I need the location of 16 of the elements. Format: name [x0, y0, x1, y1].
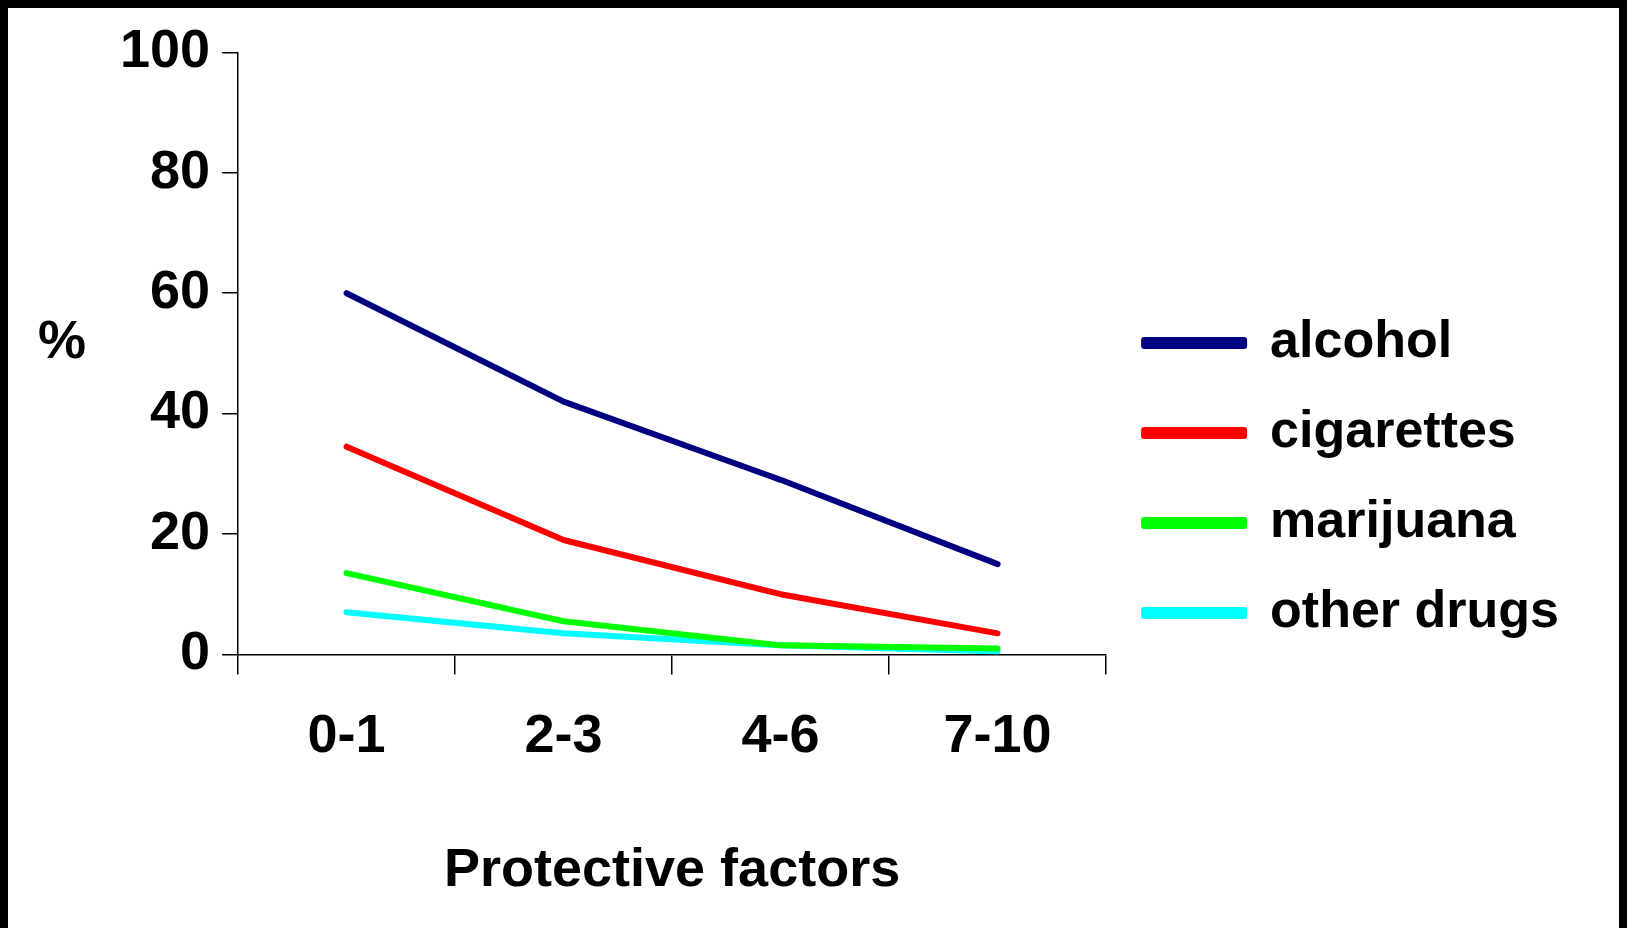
legend-label: marijuana — [1270, 490, 1517, 549]
y-tick-label: 80 — [150, 138, 211, 199]
x-axis-title: Protective factors — [444, 837, 901, 898]
x-tick-label: 4-6 — [741, 702, 820, 763]
x-tick-label: 2-3 — [524, 702, 603, 763]
y-tick-label: 60 — [150, 259, 211, 320]
legend-label: cigarettes — [1270, 400, 1516, 459]
y-tick-label: 0 — [180, 620, 211, 681]
y-axis-title: % — [38, 308, 87, 370]
x-tick-label: 0-1 — [307, 702, 386, 763]
legend-label: alcohol — [1270, 310, 1453, 369]
y-tick-label: 20 — [150, 499, 211, 560]
x-tick-label: 7-10 — [943, 702, 1052, 763]
legend-label: other drugs — [1270, 580, 1560, 639]
y-tick-label: 100 — [119, 18, 211, 79]
y-tick-label: 40 — [150, 379, 211, 440]
